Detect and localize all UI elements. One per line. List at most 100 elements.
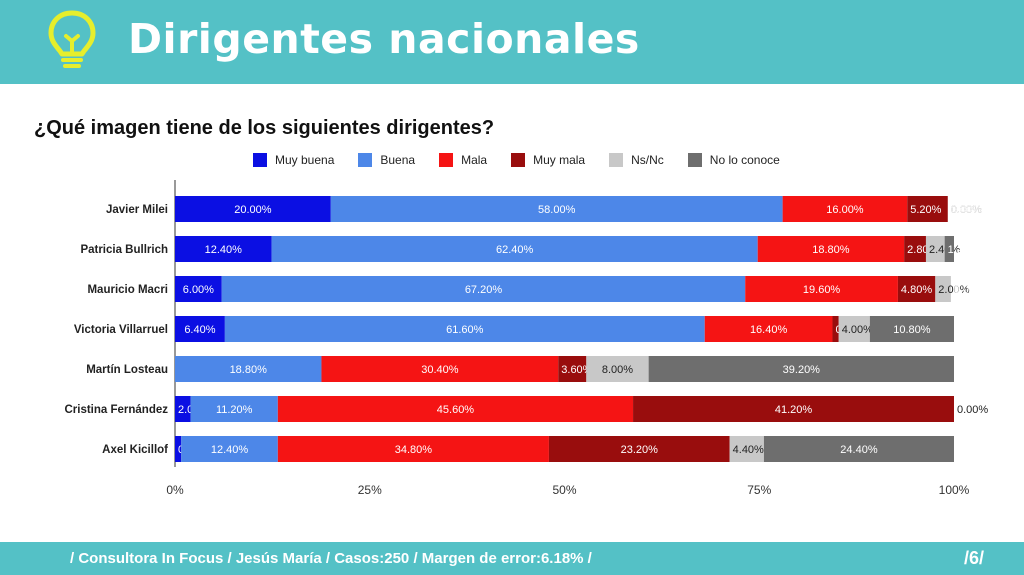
data-label: 58.00%: [538, 204, 576, 216]
data-label: 19.60%: [803, 284, 841, 296]
bar-segment-mala: [321, 356, 559, 382]
bar-segment-ns-nc: [586, 356, 649, 382]
category-label: Victoria Villarruel: [74, 324, 168, 336]
category-label: Javier Milei: [106, 204, 168, 216]
chart-title: ¿Qué imagen tiene de los siguientes diri…: [34, 117, 495, 139]
bar-segment-muy-mala: [548, 436, 730, 462]
bar-segment-mala: [745, 276, 898, 302]
legend-label: Buena: [380, 153, 416, 167]
data-label: 2.00%: [938, 284, 969, 296]
data-label: 1.20%: [948, 244, 979, 256]
bar-segment-muy-buena: [175, 396, 191, 422]
category-label: Axel Kicillof: [102, 444, 168, 456]
bar-segment-muy-mala: [907, 196, 948, 222]
bar-segment-buena: [181, 436, 278, 462]
data-label: 4.80%: [901, 284, 932, 296]
legend-swatch: [687, 153, 702, 167]
x-tick-label: 100%: [939, 483, 970, 497]
data-label: 4.40%: [733, 444, 764, 456]
data-label: 34.80%: [395, 444, 433, 456]
data-label: 5.20%: [910, 204, 941, 216]
bar-segment-no-lo-conoce: [869, 316, 954, 342]
data-label: 39.20%: [783, 364, 821, 376]
legend-item-ns-nc: Ns/Nc: [609, 153, 664, 167]
legend-swatch: [358, 153, 373, 167]
data-label: 6.00%: [183, 284, 214, 296]
lightbulb-icon: [48, 10, 96, 68]
category-label: Cristina Fernández: [64, 404, 168, 416]
bar-segment-muy-buena: [175, 276, 222, 302]
data-label: 61.60%: [446, 324, 484, 336]
bar-segment-muy-mala: [904, 236, 926, 262]
data-label: 0.00%: [954, 284, 985, 296]
bar-segment-muy-mala: [897, 276, 936, 302]
data-label: 23.20%: [621, 444, 659, 456]
bar-segment-buena: [330, 196, 783, 222]
page-title: Dirigentes nacionales: [128, 15, 640, 63]
data-label: 11.20%: [216, 404, 253, 416]
legend-swatch: [253, 153, 267, 167]
legend-swatch: [439, 153, 454, 167]
bar-segment-muy-mala: [558, 356, 587, 382]
legend-label: Muy mala: [533, 153, 586, 167]
data-label: 3.60%: [561, 364, 592, 376]
bar-segment-muy-buena: [175, 316, 225, 342]
bar-segment-mala: [704, 316, 833, 342]
bar-segment-muy-mala: [633, 396, 954, 422]
legend-item-mala: Mala: [439, 153, 487, 167]
bar-segment-ns-nc: [729, 436, 764, 462]
x-tick-label: 0%: [166, 483, 184, 497]
page-number: /6/: [963, 548, 984, 568]
legend-swatch: [609, 153, 624, 167]
data-label: 16.00%: [826, 204, 864, 216]
footer-bar: / Consultora In Focus / Jesús María / Ca…: [0, 542, 1024, 575]
footer-source-text: / Consultora In Focus / Jesús María / Ca…: [70, 550, 592, 567]
data-label: 8.00%: [602, 364, 633, 376]
x-tick-label: 25%: [358, 483, 382, 497]
x-tick-label: 75%: [747, 483, 771, 497]
legend-label: Muy buena: [275, 153, 335, 167]
data-label: 67.20%: [465, 284, 503, 296]
data-label: 18.80%: [812, 244, 850, 256]
bar-segment-buena: [271, 236, 758, 262]
data-label: 30.40%: [421, 364, 459, 376]
data-label: 16.40%: [750, 324, 788, 336]
legend-item-buena: Buena: [358, 153, 415, 167]
category-label: Mauricio Macri: [87, 284, 168, 296]
bar-segment-muy-buena: [175, 436, 182, 462]
data-label: 45.60%: [437, 404, 475, 416]
bar-segment-ns-nc: [925, 236, 945, 262]
data-label: 24.40%: [840, 444, 878, 456]
data-label: 0.00%: [951, 204, 982, 216]
legend-label: Ns/Nc: [631, 153, 664, 167]
data-label: 0.00%: [957, 404, 988, 416]
bar-segment-mala: [277, 436, 549, 462]
legend-label: Mala: [461, 153, 488, 167]
data-label: 4.00%: [842, 324, 873, 336]
bar-segment-buena: [175, 356, 322, 382]
chart-legend: Muy buena Buena Mala Muy mala Ns/Nc No lo con…: [253, 151, 780, 169]
bar-segment-muy-mala: [832, 316, 839, 342]
data-label: 62.40%: [496, 244, 534, 256]
bar-segment-muy-buena: [175, 196, 331, 222]
bar-segment-buena: [221, 276, 746, 302]
bar-segment-mala: [277, 396, 634, 422]
bar-segment-mala: [782, 196, 908, 222]
bar-segment-mala: [757, 236, 905, 262]
stacked-bar-chart: 0% 25% 50% 75% 100% Javier Milei 20.00% 58.00% 1…: [64, 180, 988, 497]
category-label: Martín Losteau: [86, 364, 168, 376]
bar-segment-ns-nc: [935, 276, 951, 302]
data-label: 20.00%: [234, 204, 272, 216]
bar-segment-no-lo-conoce: [648, 356, 954, 382]
bar-segment-no-lo-conoce: [763, 436, 954, 462]
data-label: 12.40%: [211, 444, 249, 456]
legend-label: No lo conoce: [709, 153, 780, 167]
data-label: 18.80%: [230, 364, 268, 376]
data-label: 6.40%: [184, 324, 215, 336]
bar-segment-ns-nc: [838, 316, 870, 342]
category-label: Patricia Bullrich: [80, 244, 168, 256]
bar-segment-buena: [224, 316, 705, 342]
x-tick-label: 50%: [552, 483, 576, 497]
data-label: 10.80%: [893, 324, 931, 336]
bar-segment-buena: [190, 396, 278, 422]
